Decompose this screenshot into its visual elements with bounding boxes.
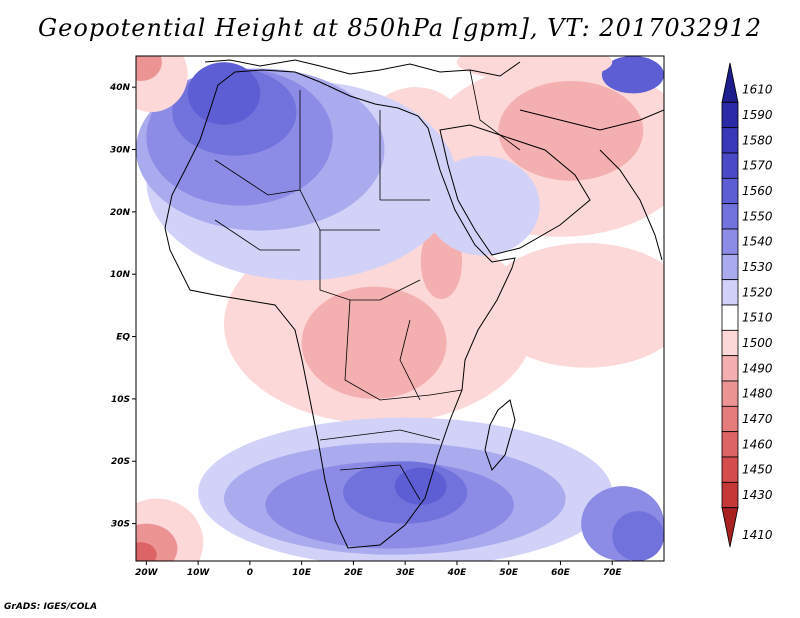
field-region-1560 [394, 467, 447, 505]
colorbar-swatch [721, 127, 739, 154]
colorbar-label: 1540 [742, 235, 773, 249]
lat-tick-label: EQ [116, 333, 130, 343]
lon-tick-label: 0 [247, 568, 253, 578]
field-region-1560 [187, 62, 261, 125]
field-region-1560 [601, 56, 664, 94]
lat-tick-label: 20N [110, 208, 131, 218]
field-region-1500 [482, 243, 664, 368]
colorbar-label: 1490 [742, 361, 773, 375]
lon-tick-label: 20W [135, 568, 159, 578]
colorbar-label: 1570 [742, 159, 773, 173]
lon-tick-label: 10E [292, 568, 312, 578]
madagascar-coastline [484, 399, 516, 471]
colorbar-swatch [721, 203, 739, 230]
colorbar-label: 1460 [742, 437, 773, 451]
border-line [214, 219, 300, 251]
colorbar-label: 1480 [742, 387, 773, 401]
colorbar-swatch [721, 177, 739, 205]
lon-tick-label: 60E [551, 568, 571, 578]
lat-tick-label: 40N [109, 83, 131, 93]
colorbar-label: 1590 [742, 108, 773, 122]
field-region-1490 [498, 80, 644, 181]
colorbar-swatch [721, 405, 739, 433]
lon-tick-label: 70E [603, 568, 623, 578]
field-region-1550 [612, 511, 664, 561]
colorbar-label: 1500 [742, 336, 773, 350]
colorbar-swatch [721, 355, 739, 382]
field-region-1460 [136, 542, 157, 561]
colorbar-swatch [721, 228, 739, 255]
colorbar-swatch [721, 253, 739, 281]
latitude-axis: 40N 30N 20N 10N EQ 10S 20S 30S [109, 83, 136, 530]
colorbar-top-arrow [721, 62, 739, 103]
colorbar-swatch [721, 329, 739, 357]
lat-tick-label: 30S [111, 520, 130, 530]
colorbar-swatch [721, 279, 739, 306]
border-line [339, 464, 421, 501]
field-region-1480 [136, 56, 162, 81]
colorbar-swatch [721, 152, 739, 179]
colorbar-label: 1410 [742, 528, 773, 542]
europe-coastline [204, 59, 521, 77]
colorbar: 1610 1590 1580 1570 1560 1550 1540 1530 1520 1510… [721, 62, 773, 548]
colorbar-swatch [721, 456, 739, 483]
lon-tick-label: 10W [187, 568, 211, 578]
country-borders [214, 69, 521, 501]
colorbar-swatch [721, 304, 739, 331]
lon-tick-label: 20E [344, 568, 364, 578]
colorbar-swatch [721, 431, 739, 458]
colorbar-swatch [721, 380, 739, 407]
field-region-1500 [456, 56, 613, 81]
colorbar-bottom-arrow [721, 507, 739, 548]
africa-coastline [164, 69, 516, 549]
border-line [344, 299, 463, 401]
lat-tick-label: 10S [111, 395, 130, 405]
lon-tick-label: 40E [447, 568, 468, 578]
colorbar-label: 1530 [742, 260, 773, 274]
lat-tick-label: 30N [110, 146, 131, 156]
colorbar-label: 1580 [742, 133, 773, 147]
border-line [399, 319, 421, 401]
lat-tick-label: 20S [111, 457, 130, 467]
grads-credit: GrADS: IGES/COLA [4, 602, 98, 612]
field-region-1490 [301, 286, 447, 399]
height-field [136, 56, 664, 561]
lon-tick-label: 50E [499, 568, 519, 578]
plot-frame [135, 55, 665, 562]
lat-tick-label: 10N [110, 270, 131, 280]
border-line [469, 69, 521, 151]
colorbar-label: 1470 [742, 412, 773, 426]
map-title: Geopotential Height at 850hPa [gpm], VT:… [38, 14, 762, 42]
colorbar-label: 1520 [742, 285, 773, 299]
colorbar-label: 1510 [742, 311, 773, 325]
longitude-axis: 20W 10W 0 10E 20E 30E 40E 50E 60E 70E [135, 561, 622, 578]
border-line [319, 429, 441, 441]
colorbar-swatch [721, 481, 739, 509]
iran-coastline [519, 109, 664, 131]
lon-tick-label: 30E [396, 568, 416, 578]
colorbar-swatch [721, 101, 739, 129]
field-region-1520 [425, 155, 540, 256]
colorbar-label: 1610 [742, 83, 773, 97]
india-coastline [599, 149, 663, 261]
colorbar-label: 1430 [742, 488, 773, 502]
plot-area [136, 56, 664, 561]
colorbar-label: 1550 [742, 209, 773, 223]
colorbar-label: 1560 [742, 184, 773, 198]
colorbar-label: 1450 [742, 463, 773, 477]
